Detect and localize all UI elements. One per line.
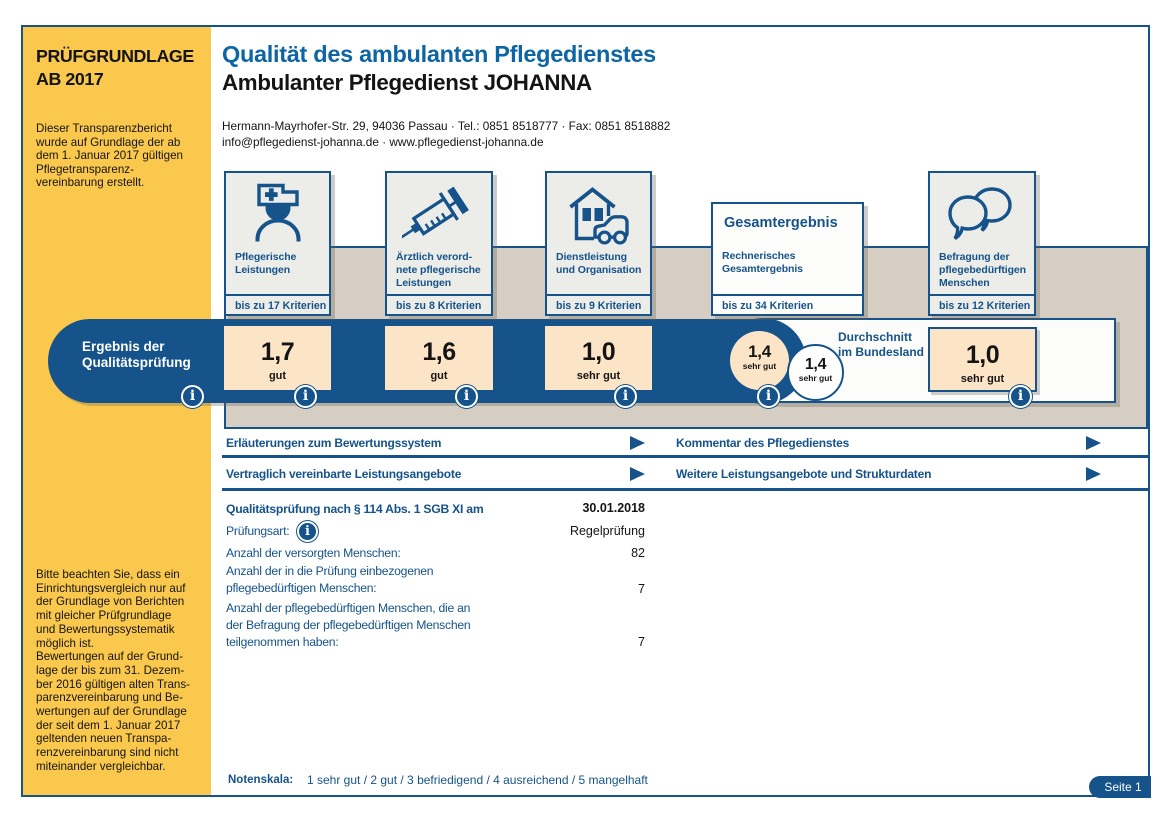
overall-title: Gesamtergebnis [724,215,838,231]
card-separator [930,294,1034,296]
card-befragung: Befragung der pflegebedürftigen Menschen… [928,171,1036,316]
card-separator [547,294,650,296]
card-pflegerische-leistungen: Pflegerische Leistungen bis zu 17 Kriter… [224,171,331,316]
score-value: 1,4 [748,342,771,361]
card-title: Befragung der pflegebedürftigen Menschen [939,251,1026,290]
page-number-badge: Seite 1 [1089,776,1151,798]
detail-value-befragte: 7 [638,635,645,649]
notenskala-label: Notenskala: [228,774,294,786]
speech-bubbles-icon [946,183,1018,243]
info-icon[interactable]: i [614,385,637,408]
overall-score-circle: 1,4 sehr gut [730,331,789,390]
info-icon[interactable]: i [181,385,204,408]
card-gesamtergebnis: Gesamtergebnis Rechnerisches Gesamtergeb… [711,202,864,316]
detail-label-pruefungsart: Prüfungsart: [226,524,290,538]
sidebar-note-top: Dieser Transparenzbericht wurde auf Grun… [36,122,183,189]
score-grade: sehr gut [798,373,833,383]
score-pflegerische-leistungen: 1,7 gut [224,326,331,390]
score-grade: sehr gut [576,370,621,382]
card-title: Dienstleistung und Organisation [556,251,642,277]
card-criteria: bis zu 9 Kriterien [556,299,642,312]
detail-label-befragte: Anzahl der pflegebedürftigen Menschen, d… [226,601,471,649]
benchmark-score-circle: 1,4 sehr gut [787,344,844,401]
divider [222,455,1148,458]
score-befragung: 1,0 sehr gut [928,327,1037,392]
card-criteria: bis zu 8 Kriterien [396,299,482,312]
arrow-right-icon[interactable] [630,467,645,481]
card-criteria: bis zu 12 Kriterien [939,299,1031,312]
score-value: 1,7 [260,338,295,366]
score-value: 1,4 [804,356,827,373]
link-erlaeuterungen[interactable]: Erläuterungen zum Bewertungssystem [226,436,442,450]
sidebar-note-bottom: Bitte beachten Sie, dass ein Einrichtung… [36,568,191,773]
score-aerztlich-verordnete: 1,6 gut [385,326,493,390]
score-dienstleistung: 1,0 sehr gut [545,326,652,390]
score-value: 1,0 [965,341,1000,369]
detail-value-pruefung-datum: 30.01.2018 [582,501,645,515]
card-separator [713,294,862,296]
page-border [21,25,1150,797]
arrow-right-icon[interactable] [1086,467,1101,481]
card-separator [387,294,491,296]
house-car-icon [564,181,634,247]
syringe-icon [402,182,476,244]
score-grade: sehr gut [960,373,1005,385]
provider-address: Hermann-Mayrhofer-Str. 29, 94036 Passau … [222,119,671,149]
detail-label-versorgte: Anzahl der versorgten Menschen: [226,546,401,560]
card-title: Ärztlich verord- nete pflegerische Leist… [396,251,481,290]
card-separator [226,294,329,296]
detail-label-pruefung-datum: Qualitätsprüfung nach § 114 Abs. 1 SGB X… [226,502,484,516]
detail-value-pruefungsart: Regelprüfung [569,524,645,538]
detail-value-versorgte: 82 [631,546,645,560]
card-criteria: bis zu 34 Kriterien [722,299,814,312]
notenskala-text: 1 sehr gut / 2 gut / 3 befriedigend / 4 … [307,773,648,787]
info-icon[interactable]: i [294,385,317,408]
card-subtitle: Rechnerisches Gesamtergebnis [722,250,803,276]
score-value: 1,0 [581,338,616,366]
info-icon[interactable]: i [297,521,318,542]
info-icon[interactable]: i [455,385,478,408]
score-grade: gut [268,370,287,382]
score-grade: gut [430,370,448,382]
sidebar-title: PRÜFGRUNDLAGE AB 2017 [36,46,194,89]
page-title: Qualität des ambulanten Pflegedienstes [222,41,656,67]
detail-label-einbezogene: Anzahl der in die Prüfung einbezogenen p… [226,564,434,595]
card-dienstleistung-organisation: Dienstleistung und Organisation bis zu 9… [545,171,652,316]
arrow-right-icon[interactable] [1086,436,1101,450]
info-icon[interactable]: i [757,385,780,408]
card-aerztlich-verordnete-leistungen: Ärztlich verord- nete pflegerische Leist… [385,171,493,316]
benchmark-label: Durchschnitt im Bundesland [838,330,925,359]
nurse-icon [254,180,302,243]
score-grade: sehr gut [742,361,777,371]
sidebar [23,27,211,795]
detail-value-einbezogene: 7 [638,582,645,596]
card-title: Pflegerische Leistungen [235,251,297,277]
divider [222,488,1148,491]
score-value: 1,6 [422,338,456,366]
link-vertragliche-leistungen[interactable]: Vertraglich vereinbarte Leistungsangebot… [226,467,462,481]
provider-name: Ambulanter Pflegedienst JOHANNA [222,70,592,95]
link-kommentar[interactable]: Kommentar des Pflegedienstes [676,436,850,450]
info-icon[interactable]: i [1009,385,1032,408]
result-band-label: Ergebnis der Qualitätsprüfung [82,339,191,370]
arrow-right-icon[interactable] [630,436,645,450]
link-weitere-leistungen[interactable]: Weitere Leistungsangebote und Strukturda… [676,467,932,481]
card-criteria: bis zu 17 Kriterien [235,299,327,312]
